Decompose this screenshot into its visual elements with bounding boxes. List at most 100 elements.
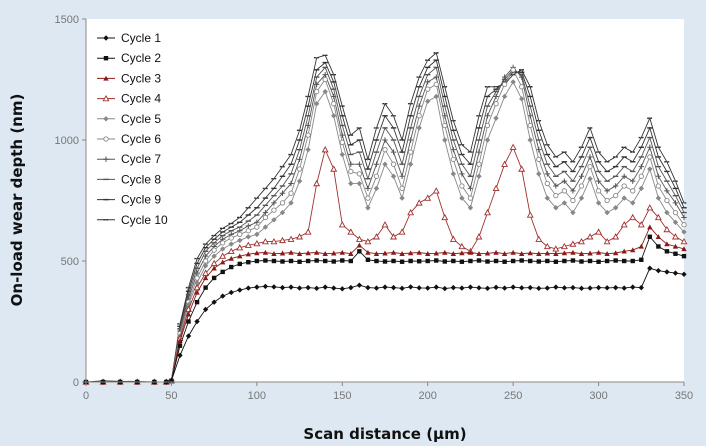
- data-point: [664, 269, 670, 275]
- data-point: [621, 195, 627, 201]
- data-point: [356, 171, 363, 177]
- data-point: [587, 285, 593, 291]
- data-point: [672, 270, 679, 276]
- data-point: [544, 195, 551, 201]
- data-point: [613, 258, 618, 263]
- data-point: [630, 247, 636, 253]
- data-point: [570, 197, 576, 204]
- data-point: [202, 306, 209, 313]
- data-point: [399, 185, 405, 192]
- data-point: [501, 93, 508, 100]
- data-point: [322, 88, 328, 95]
- data-point: [211, 299, 217, 305]
- data-point: [416, 125, 422, 131]
- data-point: [681, 271, 687, 278]
- data-point: [646, 204, 654, 211]
- data-point: [373, 285, 380, 291]
- data-point: [621, 173, 627, 179]
- data-point: [390, 149, 397, 155]
- data-point: [655, 267, 662, 274]
- x-tick-label: 0: [83, 390, 89, 402]
- data-point: [663, 225, 671, 233]
- data-point: [399, 285, 405, 292]
- data-point: [544, 285, 551, 291]
- data-point: [562, 258, 567, 264]
- data-point: [518, 96, 525, 102]
- data-point: [647, 224, 653, 230]
- data-point: [553, 205, 559, 211]
- data-point: [245, 228, 251, 234]
- data-point: [630, 200, 636, 206]
- data-point: [595, 200, 602, 206]
- data-point: [621, 285, 627, 291]
- data-point: [587, 176, 593, 182]
- x-tick-label: 300: [589, 390, 607, 402]
- data-point: [630, 188, 636, 194]
- data-point: [553, 251, 559, 256]
- data-point: [432, 187, 440, 194]
- data-point: [211, 265, 217, 271]
- data-point: [467, 205, 474, 211]
- data-point: [203, 285, 208, 290]
- data-point: [681, 253, 687, 259]
- data-point: [219, 293, 226, 299]
- data-point: [390, 161, 397, 167]
- data-point: [680, 238, 688, 245]
- data-point: [331, 113, 337, 119]
- data-point: [459, 171, 465, 177]
- data-point: [331, 285, 337, 291]
- data-point: [271, 251, 277, 256]
- data-point: [416, 259, 422, 264]
- data-point: [671, 233, 679, 240]
- data-point: [468, 258, 473, 264]
- data-point: [493, 115, 499, 121]
- data-point: [390, 173, 397, 179]
- data-point: [407, 208, 415, 216]
- data-point: [372, 233, 380, 240]
- data-point: [425, 285, 431, 291]
- data-point: [604, 251, 610, 256]
- data-point: [587, 154, 593, 160]
- data-point: [654, 213, 662, 221]
- data-point: [553, 259, 559, 264]
- data-point: [237, 253, 243, 259]
- data-point: [323, 258, 328, 264]
- data-point: [305, 250, 311, 256]
- data-point: [629, 213, 637, 221]
- data-point: [596, 259, 601, 264]
- data-point: [578, 238, 585, 245]
- data-point: [638, 243, 644, 249]
- data-point: [270, 238, 278, 245]
- data-point: [331, 101, 337, 107]
- data-point: [373, 251, 380, 256]
- legend-marker: [103, 75, 109, 81]
- data-point: [254, 258, 260, 264]
- data-point: [638, 163, 644, 170]
- data-point: [612, 284, 619, 291]
- data-point: [527, 137, 533, 143]
- data-point: [433, 74, 439, 80]
- x-tick-label: 200: [419, 390, 437, 402]
- data-point: [450, 284, 457, 291]
- data-point: [434, 258, 439, 263]
- data-point: [664, 209, 670, 216]
- legend-label: Cycle 9: [121, 193, 161, 207]
- data-point: [519, 258, 524, 263]
- data-point: [288, 190, 294, 196]
- legend-label: Cycle 3: [121, 71, 161, 85]
- data-point: [450, 171, 457, 177]
- data-point: [536, 259, 541, 264]
- data-point: [365, 249, 371, 255]
- legend-item: Cycle 8: [97, 172, 161, 186]
- legend-item: Cycle 5: [97, 112, 161, 126]
- data-point: [416, 249, 422, 255]
- data-point: [543, 242, 551, 250]
- axes-layer: 0 50 100 150 200 250 300 350 0 500 1000 1500: [55, 14, 694, 402]
- data-point: [681, 214, 687, 221]
- data-point: [570, 188, 576, 194]
- data-point: [476, 149, 482, 155]
- data-point: [612, 250, 619, 256]
- data-point: [501, 285, 508, 291]
- data-point: [459, 259, 465, 264]
- data-point: [347, 228, 355, 235]
